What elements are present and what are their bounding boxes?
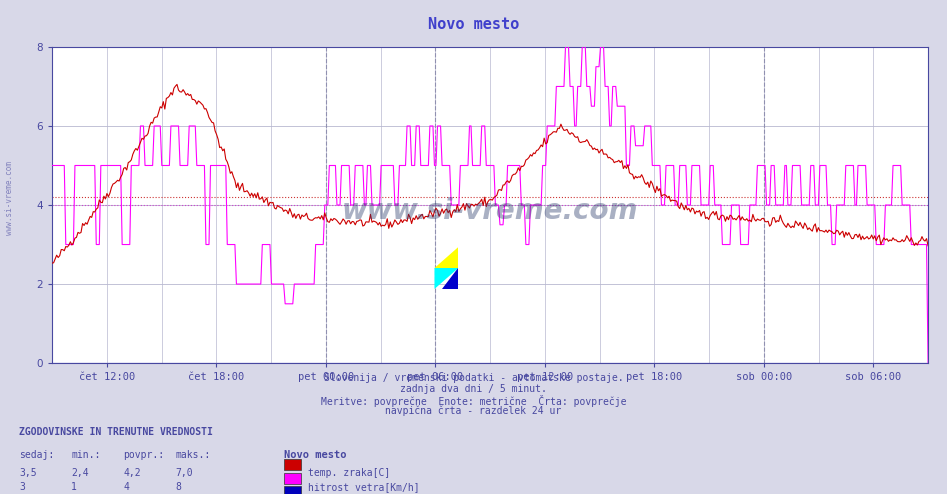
Text: Novo mesto: Novo mesto	[284, 450, 347, 459]
Text: 8: 8	[175, 482, 181, 492]
Text: 7,0: 7,0	[175, 468, 193, 478]
Text: 4: 4	[123, 482, 129, 492]
Text: zadnja dva dni / 5 minut.: zadnja dva dni / 5 minut.	[400, 384, 547, 394]
Text: hitrost vetra[Km/h]: hitrost vetra[Km/h]	[308, 482, 420, 492]
Text: Meritve: povprečne  Enote: metrične  Črta: povprečje: Meritve: povprečne Enote: metrične Črta:…	[321, 395, 626, 407]
Text: maks.:: maks.:	[175, 450, 210, 459]
Text: temp. zraka[C]: temp. zraka[C]	[308, 468, 390, 478]
Text: navpična črta - razdelek 24 ur: navpična črta - razdelek 24 ur	[385, 406, 562, 416]
Text: min.:: min.:	[71, 450, 100, 459]
Text: 1: 1	[71, 482, 77, 492]
Text: www.si-vreme.com: www.si-vreme.com	[342, 197, 638, 225]
Text: 3,5: 3,5	[19, 468, 37, 478]
Text: 3: 3	[19, 482, 25, 492]
Text: povpr.:: povpr.:	[123, 450, 164, 459]
Polygon shape	[435, 268, 458, 289]
Text: ZGODOVINSKE IN TRENUTNE VREDNOSTI: ZGODOVINSKE IN TRENUTNE VREDNOSTI	[19, 427, 213, 437]
Text: Novo mesto: Novo mesto	[428, 17, 519, 32]
Polygon shape	[442, 268, 458, 289]
Polygon shape	[435, 247, 458, 268]
Text: 4,2: 4,2	[123, 468, 141, 478]
Text: www.si-vreme.com: www.si-vreme.com	[5, 161, 14, 235]
Text: Slovenija / vremenski podatki - avtomatske postaje.: Slovenija / vremenski podatki - avtomats…	[324, 373, 623, 383]
Text: sedaj:: sedaj:	[19, 450, 54, 459]
Text: 2,4: 2,4	[71, 468, 89, 478]
